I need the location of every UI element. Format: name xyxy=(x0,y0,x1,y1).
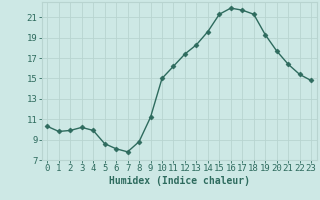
X-axis label: Humidex (Indice chaleur): Humidex (Indice chaleur) xyxy=(109,176,250,186)
